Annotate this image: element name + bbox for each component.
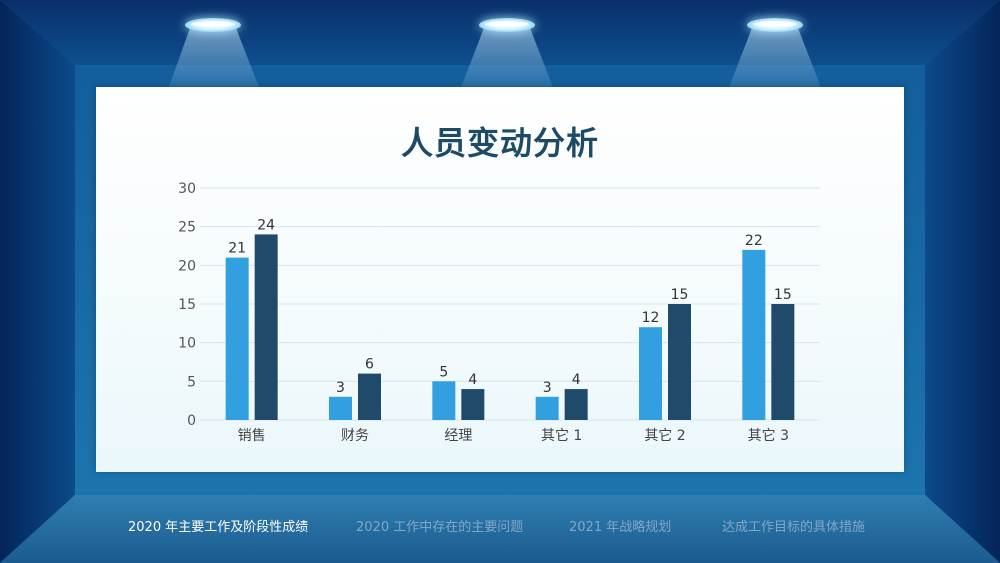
- bar: [225, 257, 249, 420]
- data-label: 24: [257, 217, 275, 233]
- bar: [771, 304, 795, 420]
- data-label: 4: [468, 372, 477, 388]
- y-tick-label: 20: [178, 258, 196, 274]
- x-category-label: 其它 1: [541, 427, 582, 444]
- x-category-label: 经理: [444, 428, 472, 444]
- bar: [668, 304, 691, 420]
- bar: [535, 396, 559, 420]
- data-label: 15: [774, 287, 792, 303]
- data-label: 21: [228, 241, 246, 257]
- bar: [461, 389, 485, 420]
- data-label: 4: [572, 372, 581, 388]
- bar: [742, 249, 766, 420]
- x-category-label: 其它 3: [748, 427, 789, 444]
- nav-item-achievements[interactable]: 2020 年主要工作及阶段性成绩: [128, 520, 309, 535]
- y-tick-label: 10: [178, 336, 196, 352]
- y-tick-label: 30: [178, 181, 196, 197]
- chart-title: 人员变动分析: [400, 124, 599, 162]
- data-label: 12: [642, 310, 660, 326]
- x-category-label: 销售: [238, 428, 266, 444]
- bar: [639, 327, 662, 420]
- y-tick-label: 0: [187, 413, 196, 429]
- data-label: 15: [671, 287, 689, 303]
- data-label: 22: [745, 233, 763, 249]
- bar: [432, 381, 456, 420]
- y-tick-label: 25: [178, 220, 196, 236]
- spotlight-icon: [747, 18, 803, 32]
- data-label: 6: [365, 357, 374, 373]
- bar: [358, 373, 381, 420]
- x-category-label: 财务: [341, 428, 369, 444]
- spotlight-icon: [185, 18, 241, 32]
- nav-item-strategy[interactable]: 2021 年战略规划: [569, 520, 672, 535]
- data-label: 5: [439, 364, 448, 380]
- bar: [564, 389, 588, 420]
- spotlight-icon: [479, 18, 535, 32]
- nav-item-problems[interactable]: 2020 工作中存在的主要问题: [356, 520, 524, 535]
- bar: [254, 234, 278, 420]
- y-tick-label: 5: [187, 374, 196, 390]
- data-label: 3: [336, 380, 345, 396]
- y-tick-label: 15: [178, 297, 196, 313]
- x-category-label: 其它 2: [644, 427, 685, 444]
- data-label: 3: [543, 380, 552, 396]
- nav-item-measures[interactable]: 达成工作目标的具体措施: [722, 520, 866, 535]
- bar: [329, 396, 352, 420]
